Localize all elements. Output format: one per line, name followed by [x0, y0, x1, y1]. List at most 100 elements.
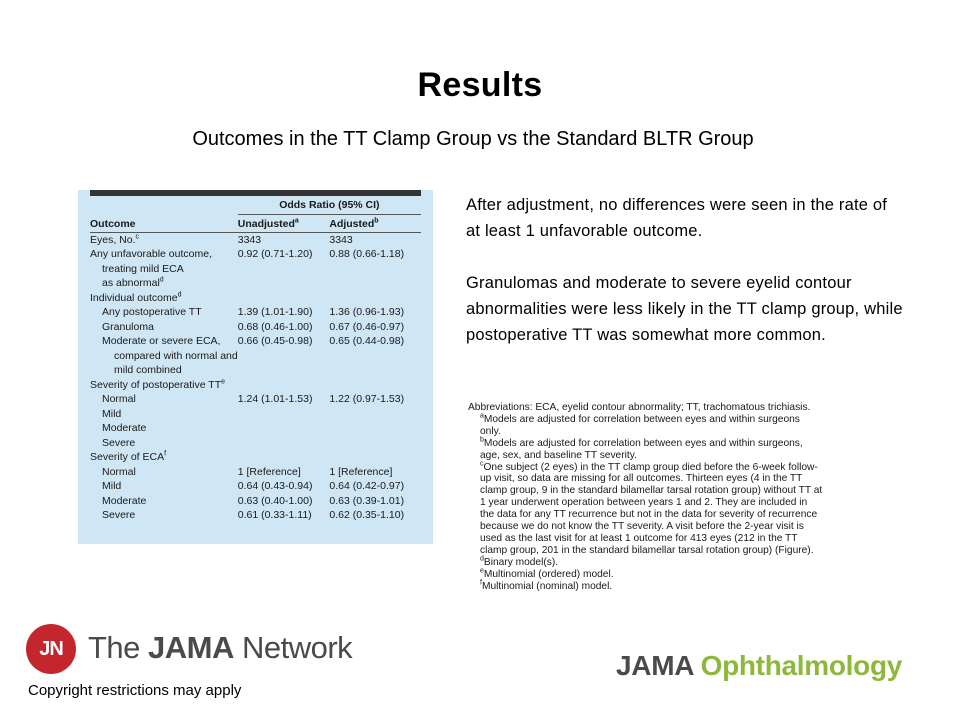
table-cell-unadjusted	[238, 436, 330, 451]
slide-subtitle: Outcomes in the TT Clamp Group vs the St…	[192, 128, 754, 150]
table-cell-unadjusted: 1.24 (1.01-1.53)	[237, 393, 313, 405]
table-cell-adjusted	[329, 349, 421, 364]
table-cell-unadjusted: 0.68 (0.46-1.00)	[237, 320, 313, 333]
table-row: Severe 0.61 (0.33-1.11) 0.62 (0.35-1.10)	[90, 508, 421, 523]
table-cell-outcome: Individual outcomed	[90, 291, 182, 304]
table-row: Individual outcomed	[90, 291, 421, 306]
table-cell-adjusted: 1.36 (0.96-1.93)	[329, 306, 405, 318]
table-row: Mild 0.64 (0.43-0.94) 0.64 (0.42-0.97)	[90, 479, 421, 494]
table-cell-adjusted	[329, 262, 421, 277]
table-footnotes: Abbreviations: ECA, eyelid contour abnor…	[468, 402, 823, 593]
table-cell-outcome: Mild	[102, 407, 122, 420]
table-cell-outcome: compared with normal and	[114, 349, 238, 362]
table-cell-adjusted: 1 [Reference]	[329, 465, 393, 478]
jama-network-logo-text: The JAMA Network	[88, 630, 353, 665]
table-cell-adjusted: 0.65 (0.44-0.98)	[329, 335, 405, 347]
odds-ratio-table-panel: Odds Ratio (95% CI) Outcome Unadjusteda …	[78, 190, 433, 544]
table-cell-outcome: Mild	[102, 480, 122, 492]
table-cell-outcome: Moderate	[102, 494, 147, 507]
table-cell-outcome: Severe	[102, 436, 136, 449]
table-cell-outcome: Eyes, No.c	[90, 233, 140, 246]
table-cell-outcome: as abnormald	[102, 276, 164, 290]
table-cell-unadjusted: 0.66 (0.45-0.98)	[237, 335, 313, 347]
table-group-header: Odds Ratio (95% CI)	[237, 198, 421, 215]
table-cell-unadjusted	[238, 378, 330, 393]
table-cell-unadjusted: 0.92 (0.71-1.20)	[237, 248, 313, 260]
table-cell-unadjusted: 0.63 (0.40-1.00)	[237, 494, 313, 507]
table-cell-unadjusted: 1 [Reference]	[237, 465, 301, 478]
table-cell-adjusted	[329, 276, 421, 291]
table-row: Severity of postoperative TTe	[90, 378, 421, 393]
table-cell-unadjusted	[238, 421, 330, 436]
table-row: Any unfavorable outcome, 0.92 (0.71-1.20)…	[90, 247, 421, 262]
table-row: as abnormald	[90, 276, 421, 291]
table-cell-unadjusted: 3343	[237, 233, 262, 246]
footnote-f: fMultinomial (nominal) model.	[480, 579, 613, 592]
table-cell-unadjusted: 1.39 (1.01-1.90)	[237, 306, 313, 318]
jama-ophthalmology-logo: JAMA Ophthalmology	[616, 650, 903, 681]
table-cell-unadjusted	[238, 450, 330, 465]
table-cell-outcome: Severity of postoperative TTe	[90, 378, 226, 391]
table-row: Moderate	[90, 421, 421, 436]
table-cell-adjusted	[329, 378, 421, 393]
jama-network-logo-mark: JN	[26, 624, 76, 674]
odds-ratio-table: Odds Ratio (95% CI) Outcome Unadjusteda …	[90, 198, 421, 523]
table-top-rule	[90, 190, 421, 196]
table-cell-outcome: Normal	[102, 393, 136, 405]
slide-title: Results	[417, 66, 543, 104]
footnote-e: eMultinomial (ordered) model.	[480, 567, 614, 580]
table-cell-adjusted	[329, 407, 421, 422]
table-body: Eyes, No.c 3343 3343 Any unfavorable outcom…	[90, 232, 421, 523]
summary-text: After adjustment, no differences were se…	[466, 192, 906, 374]
table-cell-outcome: Moderate	[102, 422, 147, 434]
table-cell-outcome: Normal	[102, 465, 136, 478]
table-cell-unadjusted	[238, 276, 330, 291]
table-cell-outcome: mild combined	[114, 364, 182, 376]
table-cell-unadjusted	[238, 262, 330, 277]
table-row: Severe	[90, 436, 421, 451]
table-cell-outcome: Any postoperative TT	[102, 306, 202, 318]
footnote-d: dBinary model(s).	[480, 555, 559, 568]
table-row: treating mild ECA	[90, 262, 421, 277]
table-row: Mild	[90, 407, 421, 422]
footnote-b: bModels are adjusted for correlation bet…	[480, 436, 803, 461]
table-cell-outcome: Any unfavorable outcome,	[90, 248, 212, 260]
table-row: mild combined	[90, 363, 421, 378]
table-cell-adjusted: 0.64 (0.42-0.97)	[329, 480, 405, 492]
table-row: Normal 1.24 (1.01-1.53) 1.22 (0.97-1.53)	[90, 392, 421, 407]
table-cell-adjusted: 0.62 (0.35-1.10)	[329, 509, 405, 521]
table-cell-adjusted	[329, 421, 421, 436]
table-cell-unadjusted: 0.64 (0.43-0.94)	[237, 480, 313, 492]
table-header-outcome: Outcome	[90, 214, 238, 233]
table-cell-unadjusted	[238, 363, 330, 378]
copyright-notice: Copyright restrictions may apply	[28, 682, 242, 699]
summary-paragraph-2: Granulomas and moderate to severe eyelid…	[466, 274, 903, 344]
table-cell-adjusted	[329, 363, 421, 378]
footnote-c: cOne subject (2 eyes) in the TT clamp gr…	[480, 460, 823, 556]
table-cell-adjusted: 0.63 (0.39-1.01)	[329, 494, 405, 507]
table-cell-adjusted	[329, 450, 421, 465]
footnote-a: aModels are adjusted for correlation bet…	[480, 412, 800, 437]
table-cell-outcome: treating mild ECA	[102, 262, 184, 275]
table-cell-adjusted: 1.22 (0.97-1.53)	[329, 393, 405, 405]
table-cell-outcome: Granuloma	[102, 320, 154, 333]
table-row: Moderate or severe ECA, 0.66 (0.45-0.98) 0…	[90, 334, 421, 349]
table-header-unadjusted: Unadjusteda	[237, 214, 330, 233]
table-row: Any postoperative TT 1.39 (1.01-1.90) 1.36…	[90, 305, 421, 320]
summary-paragraph-1: After adjustment, no differences were se…	[466, 196, 888, 240]
table-row: Granuloma 0.68 (0.46-1.00) 0.67 (0.46-0.97…	[90, 320, 421, 335]
table-cell-outcome: Severe	[102, 509, 136, 521]
table-cell-unadjusted	[238, 291, 330, 306]
table-cell-adjusted: 3343	[329, 233, 353, 246]
footnote-abbreviations: Abbreviations: ECA, eyelid contour abnor…	[468, 402, 811, 413]
table-row: Normal 1 [Reference] 1 [Reference]	[90, 465, 421, 480]
table-cell-adjusted: 0.88 (0.66-1.18)	[329, 248, 405, 260]
table-cell-adjusted: 0.67 (0.46-0.97)	[329, 320, 405, 333]
table-header-adjusted: Adjustedb	[329, 214, 421, 233]
table-cell-adjusted	[329, 291, 421, 306]
table-cell-unadjusted	[238, 407, 330, 422]
table-cell-unadjusted	[238, 349, 330, 364]
table-cell-adjusted	[329, 436, 421, 451]
table-row: Moderate 0.63 (0.40-1.00) 0.63 (0.39-1.01)	[90, 494, 421, 509]
table-row: compared with normal and	[90, 349, 421, 364]
